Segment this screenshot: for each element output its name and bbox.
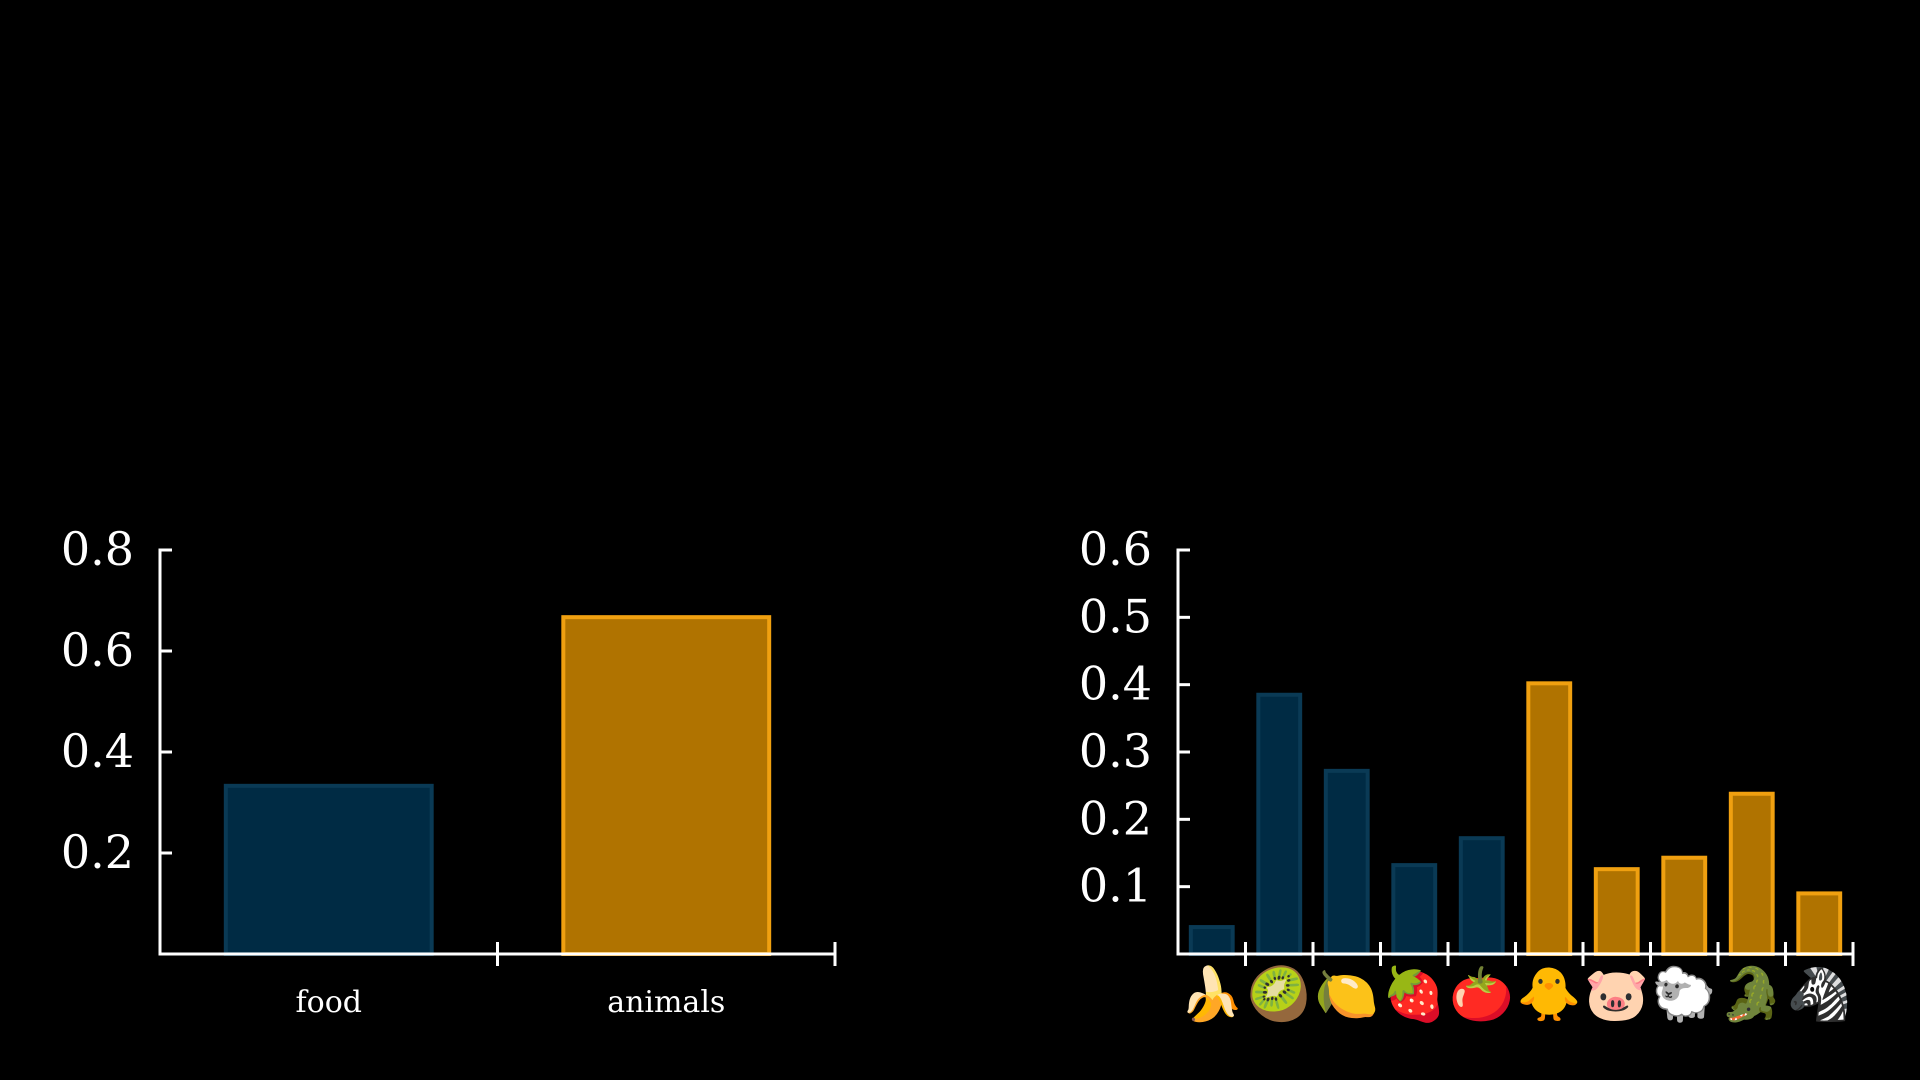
y-tick-label-2: 0.6 — [61, 623, 134, 677]
bar-3 — [1391, 863, 1438, 956]
y-tick-label-4: 0.5 — [1079, 589, 1152, 643]
chart-item-breakdown: 0.1 0.2 0.3 0.4 0.5 0.6 🍌 🥝 🍋 🍓 🍅 🐥 🐷 🐑 🐊 🦓 — [1079, 522, 1855, 1025]
tomato-icon: 🍅 — [1449, 964, 1514, 1025]
strawberry-icon: 🍓 — [1382, 964, 1447, 1025]
bar-7 — [1661, 855, 1708, 956]
bar-1 — [561, 615, 772, 956]
y-tick-label-3: 0.8 — [61, 522, 134, 576]
chart-category-totals: 0.2 0.4 0.6 0.8 food animals — [61, 522, 837, 1020]
y-tick-label-1: 0.4 — [61, 724, 134, 778]
lemon-icon: 🍋 — [1314, 965, 1379, 1025]
chart2-bars — [1188, 681, 1843, 957]
y-tick-label-5: 0.6 — [1079, 522, 1152, 576]
y-tick-label-1: 0.2 — [1079, 791, 1152, 845]
chart2-labels: 0.1 0.2 0.3 0.4 0.5 0.6 🍌 🥝 🍋 🍓 🍅 🐥 🐷 🐑 🐊 🦓 — [1079, 522, 1852, 1025]
chart2-axes — [1176, 548, 1855, 966]
bar-0 — [223, 783, 434, 957]
banana-icon: 🍌 — [1179, 964, 1244, 1025]
pig-icon: 🐷 — [1584, 965, 1649, 1025]
zebra-icon: 🦓 — [1787, 964, 1852, 1025]
y-tick-label-0: 0.2 — [61, 825, 134, 879]
crocodile-icon: 🐊 — [1719, 963, 1784, 1025]
chart1-axes — [158, 548, 837, 966]
bar-4 — [1458, 836, 1505, 956]
bar-0 — [1188, 925, 1235, 956]
y-tick-label-3: 0.4 — [1079, 657, 1152, 711]
chart1-labels: 0.2 0.4 0.6 0.8 food animals — [61, 522, 725, 1020]
y-tick-label-2: 0.3 — [1079, 724, 1152, 778]
bar-2 — [1323, 768, 1370, 956]
x-label-animals: animals — [607, 985, 725, 1020]
bar-8 — [1728, 791, 1775, 956]
chick-icon: 🐥 — [1517, 964, 1582, 1025]
y-tick-label-0: 0.1 — [1079, 859, 1152, 913]
x-label-food: food — [296, 985, 362, 1020]
bar-9 — [1796, 891, 1843, 957]
bar-5 — [1526, 681, 1573, 956]
bar-1 — [1256, 692, 1303, 956]
bar-6 — [1593, 867, 1640, 956]
chart1-bars — [223, 615, 772, 957]
kiwi-icon: 🥝 — [1247, 960, 1312, 1025]
sheep-icon: 🐑 — [1652, 963, 1717, 1025]
